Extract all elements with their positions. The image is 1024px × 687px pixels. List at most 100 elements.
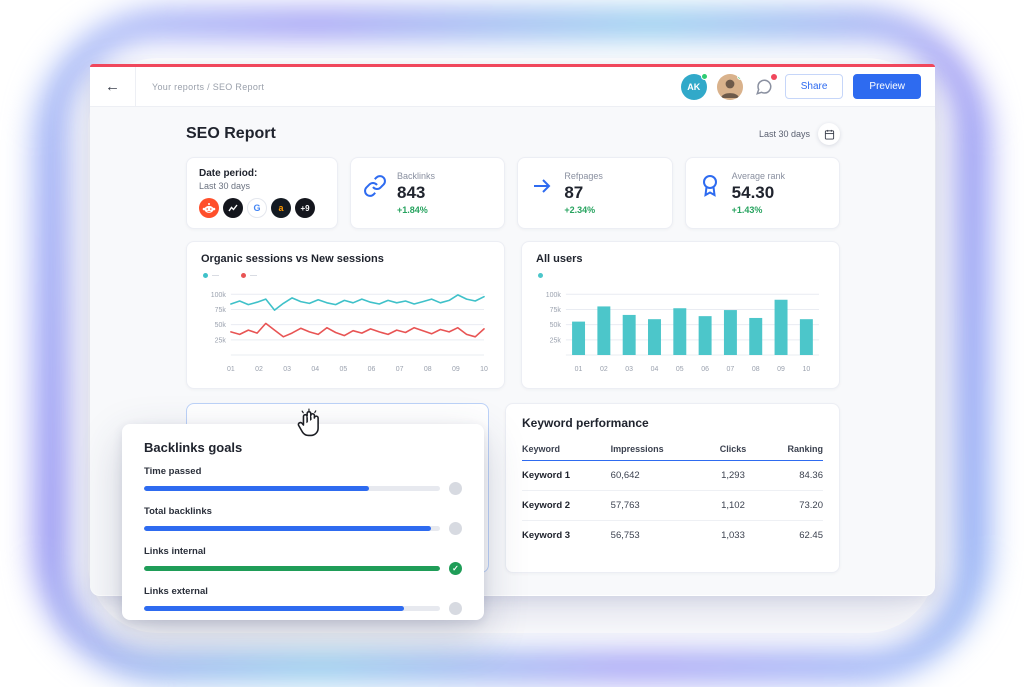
goal-label: Total backlinks — [144, 506, 212, 517]
cell-ranking: 73.20 — [757, 490, 823, 521]
legend-all-users — [538, 272, 543, 278]
svg-text:09: 09 — [452, 366, 460, 373]
amazon-icon: a — [271, 198, 291, 218]
date-range-selector[interactable]: Last 30 days — [759, 123, 840, 145]
legend-new-sessions — [241, 272, 257, 278]
goal-item: Links internal — [144, 546, 462, 575]
chat-bubble-icon — [755, 78, 772, 95]
svg-text:25k: 25k — [550, 337, 562, 344]
cell-impressions: 60,642 — [610, 460, 709, 491]
goal-progress-track — [144, 486, 440, 491]
goal-progress-track — [144, 606, 440, 611]
medal-icon — [702, 175, 717, 197]
chart-title: Organic sessions vs New sessions — [201, 253, 384, 265]
data-source-icons: G a +9 — [199, 198, 325, 218]
goal-label: Time passed — [144, 466, 202, 477]
col-clicks: Clicks — [708, 438, 758, 461]
svg-text:06: 06 — [368, 366, 376, 373]
topbar-actions: AK Share P — [680, 72, 935, 100]
goal-progress-fill — [144, 526, 432, 531]
metric-text: Average rank 54.30 +1.43% — [732, 171, 785, 215]
share-button[interactable]: Share — [784, 74, 844, 99]
preview-button[interactable]: Preview — [853, 74, 921, 99]
svg-text:08: 08 — [752, 366, 760, 373]
svg-text:02: 02 — [600, 366, 608, 373]
backlinks-goals-widget[interactable]: Backlinks goals Time passed Total backli… — [122, 424, 484, 620]
more-sources-badge[interactable]: +9 — [295, 198, 315, 218]
cell-clicks: 1,033 — [721, 530, 745, 541]
avatar-initials-text: AK — [687, 81, 701, 92]
date-range-label: Last 30 days — [758, 129, 810, 139]
metric-value: 87 — [564, 183, 584, 202]
average-rank-card: Average rank 54.30 +1.43% — [684, 157, 840, 229]
goal-status-icon — [449, 482, 462, 495]
goals-title: Backlinks goals — [144, 440, 243, 455]
svg-text:10: 10 — [480, 366, 488, 373]
date-period-value: Last 30 days — [199, 181, 251, 191]
cell-keyword: Keyword 3 — [522, 530, 571, 541]
calendar-button[interactable] — [818, 123, 840, 145]
goal-status-icon — [449, 562, 462, 575]
svg-text:08: 08 — [424, 366, 432, 373]
page-title: SEO Report — [186, 125, 276, 142]
google-icon: G — [247, 198, 267, 218]
keyword-performance-card: Keyword performance Keyword Impressions … — [505, 403, 840, 573]
svg-text:02: 02 — [255, 366, 263, 373]
svg-text:03: 03 — [283, 366, 291, 373]
goal-label: Links external — [144, 586, 208, 597]
person-icon — [716, 73, 743, 100]
online-status-dot — [700, 72, 708, 80]
goal-progress-track — [144, 526, 440, 531]
chart-legend — [203, 271, 490, 279]
svg-text:100k: 100k — [211, 292, 227, 299]
svg-text:04: 04 — [311, 366, 319, 373]
cell-keyword: Keyword 2 — [522, 490, 611, 521]
cell-impressions: 56,753 — [610, 530, 640, 541]
link-icon — [364, 175, 386, 197]
calendar-icon — [824, 129, 834, 140]
metric-value: 54.30 — [731, 183, 775, 202]
page-head: SEO Report Last 30 days — [186, 123, 840, 145]
svg-text:07: 07 — [727, 366, 735, 373]
online-status-dot — [736, 73, 743, 80]
back-button[interactable]: ← — [90, 66, 136, 107]
metric-label: Backlinks — [397, 171, 436, 181]
legend-organic-sessions — [203, 272, 219, 278]
svg-text:07: 07 — [396, 366, 404, 373]
breadcrumb[interactable]: Your reports / SEO Report — [152, 81, 265, 92]
metric-delta: +2.34% — [564, 205, 596, 215]
keyword-table: Keyword Impressions Clicks Ranking Keywo… — [522, 438, 823, 550]
topbar: ← Your reports / SEO Report AK — [90, 66, 935, 107]
col-impressions: Impressions — [610, 438, 709, 461]
metric-delta: +1.84% — [397, 205, 428, 215]
reddit-icon — [199, 198, 219, 218]
svg-text:05: 05 — [340, 366, 348, 373]
date-period-card: Date period: Last 30 days — [186, 157, 338, 229]
stat-row: Date period: Last 30 days — [186, 157, 840, 229]
date-period-label: Date period: — [199, 168, 258, 179]
app-window: ← Your reports / SEO Report AK — [90, 64, 935, 596]
keyword-table-title: Keyword performance — [522, 416, 649, 430]
chat-button[interactable] — [753, 73, 777, 98]
svg-text:04: 04 — [651, 366, 659, 373]
svg-text:05: 05 — [676, 366, 684, 373]
avatar-initials[interactable]: AK — [680, 72, 708, 100]
goal-item: Time passed — [144, 466, 462, 495]
chart-legend — [538, 271, 825, 279]
goal-status-icon — [449, 522, 462, 535]
all-users-chart-card: All users 25k 50k 75k 100k 01 02 03 04 05 06 07 08 0… — [521, 241, 840, 389]
goal-progress-fill — [144, 606, 405, 611]
cell-clicks: 1,293 — [708, 460, 758, 491]
cell-ranking: 84.36 — [757, 460, 823, 491]
legend-dot — [203, 272, 208, 278]
avatar-photo[interactable] — [716, 73, 743, 100]
legend-dash — [212, 274, 219, 276]
metric-text: Refpages 87 +2.34% — [564, 171, 603, 215]
svg-text:03: 03 — [625, 366, 633, 373]
refpages-card: Refpages 87 +2.34% — [517, 157, 673, 229]
notification-dot — [770, 73, 777, 80]
metric-label: Average rank — [731, 171, 786, 181]
goal-progress-fill — [144, 486, 369, 491]
col-ranking: Ranking — [757, 438, 823, 461]
